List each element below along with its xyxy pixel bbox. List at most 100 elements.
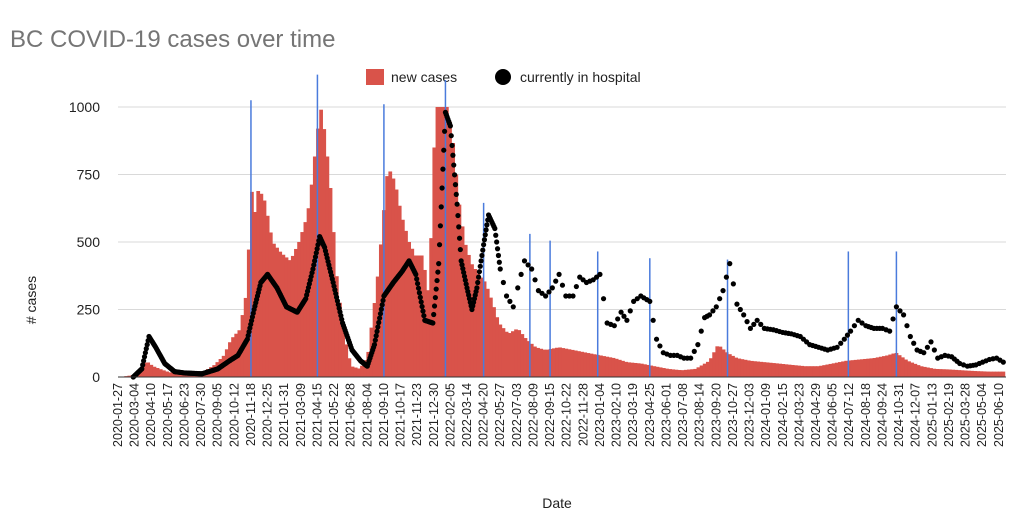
bar: [583, 352, 588, 377]
hospital-point: [570, 293, 576, 299]
bar: [753, 361, 757, 377]
hospital-point: [841, 336, 847, 342]
bar: [162, 370, 166, 377]
bar: [388, 171, 393, 377]
x-tick-label: 2024-12-07: [909, 383, 923, 447]
x-tick-label: 2021-06-28: [344, 383, 358, 447]
hospital-point: [458, 258, 464, 264]
bar: [973, 371, 977, 377]
hospital-point: [503, 293, 510, 299]
bar: [426, 290, 430, 377]
bar: [687, 369, 691, 377]
bar: [347, 358, 352, 377]
legend: new cases currently in hospital: [366, 69, 641, 85]
hospital-point: [500, 279, 506, 286]
bar: [759, 361, 764, 377]
hospital-point: [730, 281, 736, 287]
hospital-point: [921, 350, 927, 356]
bar: [715, 346, 720, 377]
hospital-point: [893, 304, 900, 310]
bar: [624, 361, 628, 377]
bar: [910, 362, 915, 377]
hospital-point: [450, 152, 456, 158]
hospital-point: [566, 293, 573, 299]
hospital-point: [621, 313, 627, 319]
x-tick-label: 2025-02-19: [942, 383, 956, 447]
hospital-point: [430, 320, 436, 326]
bar: [655, 366, 660, 377]
bar: [888, 354, 893, 377]
bar: [539, 348, 544, 377]
hospital-point: [597, 271, 603, 277]
bar: [727, 354, 732, 377]
hospital-point: [440, 166, 446, 172]
bar: [790, 364, 795, 377]
hospital-point: [461, 273, 468, 279]
hospital-point: [507, 298, 513, 304]
bar: [246, 249, 251, 377]
hospital-point: [497, 266, 503, 272]
hospital-point: [928, 339, 934, 345]
bar: [872, 358, 877, 377]
x-tick-label: 2023-03-19: [626, 383, 640, 447]
bar: [771, 363, 776, 377]
bar: [828, 363, 833, 377]
bar: [168, 372, 173, 377]
hospital-point: [624, 317, 630, 323]
bar: [149, 364, 154, 377]
y-tick-label: 750: [77, 167, 101, 183]
hospital-point: [515, 285, 521, 291]
bar: [960, 370, 965, 377]
hospital-point: [456, 224, 462, 230]
hospital-point: [314, 246, 320, 252]
hospital-point: [543, 293, 549, 299]
hospital-point: [887, 328, 893, 334]
bar: [495, 317, 500, 377]
hospital-point: [442, 128, 448, 134]
bar: [702, 363, 707, 377]
bar: [976, 371, 981, 377]
bar: [404, 230, 408, 377]
x-axis-label: Date: [542, 495, 572, 511]
hospital-point: [493, 232, 499, 238]
bar: [155, 368, 160, 377]
hospital-point: [525, 262, 531, 268]
bar: [429, 238, 434, 377]
bar: [586, 353, 591, 377]
bar: [473, 269, 478, 377]
x-tick-label: 2021-12-30: [427, 383, 441, 447]
bar: [165, 371, 169, 377]
hospital-point: [436, 261, 442, 267]
hospital-point: [618, 309, 624, 315]
hospital-point: [627, 308, 633, 314]
x-tick-label: 2021-08-04: [360, 383, 374, 447]
bar: [536, 347, 540, 377]
hospital-point: [478, 258, 484, 264]
bar: [721, 349, 726, 377]
hospital-point: [416, 290, 422, 296]
bar: [944, 369, 949, 377]
bar: [787, 364, 792, 377]
bar: [265, 215, 270, 377]
bar: [724, 352, 729, 377]
x-tick-label: 2021-11-23: [410, 383, 424, 446]
hospital-point: [483, 227, 489, 233]
bar: [444, 107, 449, 377]
hospital-point: [698, 328, 704, 334]
hospital-point: [481, 237, 488, 243]
x-tick-label: 2020-03-04: [128, 383, 142, 447]
bar: [850, 360, 855, 377]
hospital-point: [434, 277, 440, 284]
bar: [250, 191, 254, 377]
bar: [797, 365, 801, 377]
x-tick-label: 2025-03-28: [959, 383, 973, 447]
hospital-point: [482, 232, 488, 238]
legend-swatch-currently-in-hospital: [495, 69, 511, 85]
bar: [907, 361, 911, 377]
hospital-point: [141, 358, 147, 364]
bar: [287, 260, 292, 377]
bar: [699, 365, 704, 377]
bar: [863, 358, 867, 377]
bar: [954, 369, 959, 377]
